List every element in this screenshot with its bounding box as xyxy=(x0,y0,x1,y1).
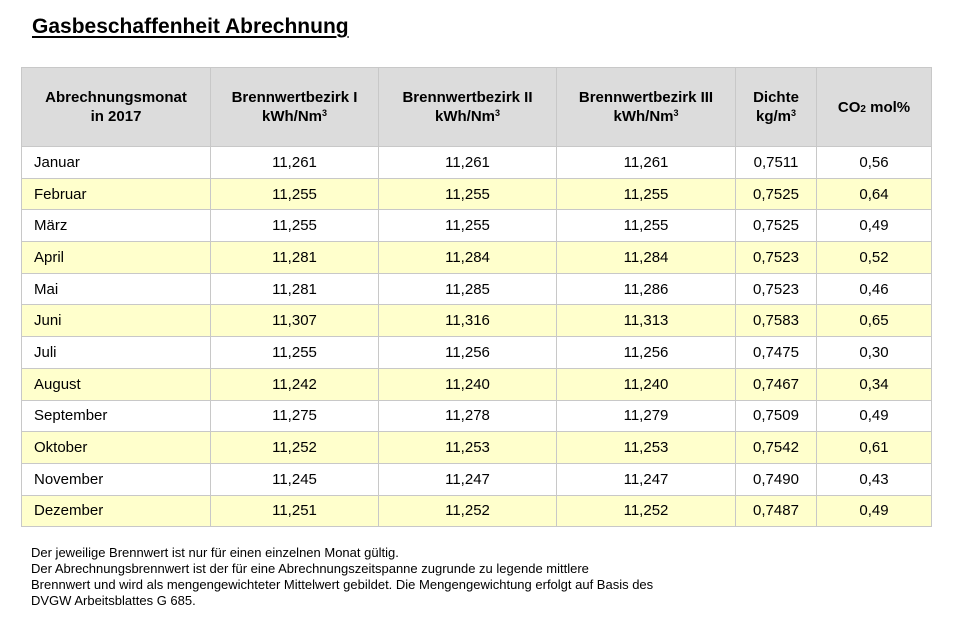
cell-month: November xyxy=(21,462,211,496)
cell-month: Dezember xyxy=(21,494,211,528)
cell-brennwert-1: 11,281 xyxy=(210,241,379,274)
footnote-line: Brennwert und wird als mengengewichteter… xyxy=(31,577,654,592)
cell-brennwert-3: 11,279 xyxy=(556,399,736,433)
cell-brennwert-1: 11,261 xyxy=(210,146,379,179)
table-row: September 11,275 11,278 11,279 0,7509 0,49 xyxy=(21,399,932,433)
header-brennwertbezirk-1: Brennwertbezirk I kWh/Nm3 xyxy=(210,67,379,147)
cell-co2: 0,52 xyxy=(816,241,932,274)
cell-co2: 0,56 xyxy=(816,146,932,179)
cell-density: 0,7523 xyxy=(735,272,817,306)
cell-brennwert-2: 11,284 xyxy=(378,241,557,274)
table-row: August 11,242 11,240 11,240 0,7467 0,34 xyxy=(21,367,932,401)
cell-brennwert-1: 11,242 xyxy=(210,367,379,401)
cell-brennwert-2: 11,247 xyxy=(378,462,557,496)
cell-co2: 0,64 xyxy=(816,177,932,211)
cell-brennwert-2: 11,255 xyxy=(378,177,557,211)
cell-brennwert-1: 11,307 xyxy=(210,304,379,338)
cell-month: Mai xyxy=(21,272,211,306)
header-density: Dichte kg/m3 xyxy=(735,67,817,147)
cell-co2: 0,43 xyxy=(816,462,932,496)
cell-brennwert-3: 11,286 xyxy=(556,272,736,306)
cell-brennwert-2: 11,278 xyxy=(378,399,557,433)
header-brennwertbezirk-3: Brennwertbezirk III kWh/Nm3 xyxy=(556,67,736,147)
cell-density: 0,7525 xyxy=(735,177,817,211)
cell-brennwert-2: 11,285 xyxy=(378,272,557,306)
cell-month: Januar xyxy=(21,146,211,179)
cell-brennwert-3: 11,240 xyxy=(556,367,736,401)
cell-density: 0,7583 xyxy=(735,304,817,338)
cell-co2: 0,65 xyxy=(816,304,932,338)
table-row: Juli 11,255 11,256 11,256 0,7475 0,30 xyxy=(21,336,932,369)
header-month: Abrechnungsmonat in 2017 xyxy=(21,67,211,147)
cell-co2: 0,34 xyxy=(816,367,932,401)
cell-brennwert-3: 11,247 xyxy=(556,462,736,496)
cell-density: 0,7487 xyxy=(735,494,817,528)
table-row: Juni 11,307 11,316 11,313 0,7583 0,65 xyxy=(21,304,932,338)
cell-month: Oktober xyxy=(21,431,211,464)
cell-brennwert-3: 11,255 xyxy=(556,177,736,211)
cell-density: 0,7467 xyxy=(735,367,817,401)
cell-brennwert-1: 11,255 xyxy=(210,177,379,211)
table-row: Januar 11,261 11,261 11,261 0,7511 0,56 xyxy=(21,146,932,179)
cell-brennwert-3: 11,252 xyxy=(556,494,736,528)
cell-brennwert-3: 11,313 xyxy=(556,304,736,338)
cell-brennwert-3: 11,255 xyxy=(556,209,736,243)
table-header-row: Abrechnungsmonat in 2017 Brennwertbezirk… xyxy=(21,67,932,147)
cell-brennwert-2: 11,255 xyxy=(378,209,557,243)
cell-month: Juni xyxy=(21,304,211,338)
cell-brennwert-2: 11,256 xyxy=(378,336,557,369)
cell-co2: 0,30 xyxy=(816,336,932,369)
footnote-line: DVGW Arbeitsblattes G 685. xyxy=(31,593,196,608)
table-row: Dezember 11,251 11,252 11,252 0,7487 0,49 xyxy=(21,494,932,528)
cell-density: 0,7490 xyxy=(735,462,817,496)
cell-density: 0,7511 xyxy=(735,146,817,179)
table-row: Februar 11,255 11,255 11,255 0,7525 0,64 xyxy=(21,177,932,211)
table-row: Mai 11,281 11,285 11,286 0,7523 0,46 xyxy=(21,272,932,306)
cell-brennwert-1: 11,275 xyxy=(210,399,379,433)
cell-month: Februar xyxy=(21,177,211,211)
cell-brennwert-2: 11,253 xyxy=(378,431,557,464)
footnote-line: Der jeweilige Brennwert ist nur für eine… xyxy=(31,545,399,560)
cell-brennwert-1: 11,245 xyxy=(210,462,379,496)
cell-brennwert-1: 11,255 xyxy=(210,336,379,369)
cell-month: August xyxy=(21,367,211,401)
cell-brennwert-3: 11,253 xyxy=(556,431,736,464)
table-row: März 11,255 11,255 11,255 0,7525 0,49 xyxy=(21,209,932,243)
cell-brennwert-1: 11,281 xyxy=(210,272,379,306)
gas-quality-table: Abrechnungsmonat in 2017 Brennwertbezirk… xyxy=(21,67,932,528)
cell-brennwert-3: 11,261 xyxy=(556,146,736,179)
cell-co2: 0,49 xyxy=(816,209,932,243)
footnote-line: Der Abrechnungsbrennwert ist der für ein… xyxy=(31,561,589,576)
cell-co2: 0,46 xyxy=(816,272,932,306)
header-co2: CO2 mol% xyxy=(816,67,932,147)
cell-brennwert-2: 11,240 xyxy=(378,367,557,401)
cell-density: 0,7525 xyxy=(735,209,817,243)
cell-month: April xyxy=(21,241,211,274)
table-row: November 11,245 11,247 11,247 0,7490 0,43 xyxy=(21,462,932,496)
cell-brennwert-3: 11,256 xyxy=(556,336,736,369)
cell-density: 0,7523 xyxy=(735,241,817,274)
cell-month: Juli xyxy=(21,336,211,369)
cell-brennwert-2: 11,261 xyxy=(378,146,557,179)
cell-brennwert-1: 11,255 xyxy=(210,209,379,243)
table-row: Oktober 11,252 11,253 11,253 0,7542 0,61 xyxy=(21,431,932,464)
header-brennwertbezirk-2: Brennwertbezirk II kWh/Nm3 xyxy=(378,67,557,147)
cell-month: September xyxy=(21,399,211,433)
cell-density: 0,7509 xyxy=(735,399,817,433)
cell-brennwert-3: 11,284 xyxy=(556,241,736,274)
cell-brennwert-1: 11,252 xyxy=(210,431,379,464)
cell-density: 0,7542 xyxy=(735,431,817,464)
cell-brennwert-1: 11,251 xyxy=(210,494,379,528)
page-title: Gasbeschaffenheit Abrechnung xyxy=(32,15,349,38)
cell-density: 0,7475 xyxy=(735,336,817,369)
table-body: Januar 11,261 11,261 11,261 0,7511 0,56 Februa… xyxy=(21,146,932,528)
footnote: Der jeweilige Brennwert ist nur für eine… xyxy=(31,545,653,609)
cell-month: März xyxy=(21,209,211,243)
cell-co2: 0,61 xyxy=(816,431,932,464)
cell-brennwert-2: 11,316 xyxy=(378,304,557,338)
cell-brennwert-2: 11,252 xyxy=(378,494,557,528)
table-row: April 11,281 11,284 11,284 0,7523 0,52 xyxy=(21,241,932,274)
cell-co2: 0,49 xyxy=(816,399,932,433)
cell-co2: 0,49 xyxy=(816,494,932,528)
